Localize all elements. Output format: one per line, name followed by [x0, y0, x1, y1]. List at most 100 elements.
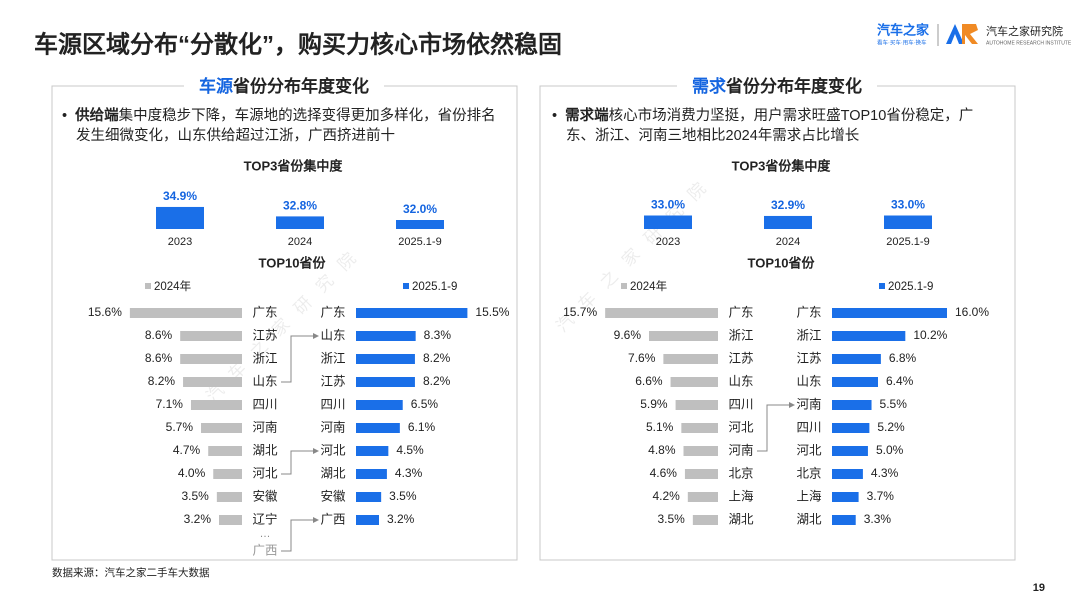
bar	[832, 469, 863, 479]
category-label: 山东	[252, 374, 277, 388]
category-label: 广东	[796, 305, 821, 319]
value-label: 15.5%	[475, 305, 509, 319]
bar	[681, 423, 718, 433]
value-label: 10.2%	[913, 328, 947, 342]
value-label: 34.9%	[163, 189, 197, 203]
category-label: 河北	[796, 443, 822, 457]
bullet: • 供给端集中度稳步下降，车源地的选择变得更加多样化，省份排名发生细微变化，山东…	[62, 108, 496, 144]
category-label: 江苏	[796, 350, 821, 365]
category-label: 四川	[252, 397, 277, 411]
category-label: 安徽	[320, 488, 346, 503]
bar	[156, 206, 204, 229]
value-label: 9.6%	[614, 328, 642, 342]
value-label: 16.0%	[955, 305, 989, 319]
category-label: 浙江	[796, 327, 821, 342]
value-label: 6.5%	[411, 397, 439, 411]
bar	[832, 308, 947, 318]
bullet-bold: 供给端	[75, 108, 119, 124]
category-label: 浙江	[252, 350, 277, 365]
bar	[675, 400, 718, 410]
category-label: 湖北	[728, 511, 754, 526]
bar	[692, 515, 718, 525]
arrow-head	[313, 333, 319, 339]
category-label: 江苏	[252, 327, 277, 342]
category-label: 广东	[728, 305, 753, 319]
value-label: 3.5%	[657, 512, 685, 526]
value-label: 6.1%	[408, 420, 436, 434]
value-label: 32.0%	[403, 202, 437, 216]
category-label: 广西	[320, 512, 345, 526]
category-label: 安徽	[252, 488, 278, 503]
panel-title-highlight: 车源	[199, 76, 233, 96]
bar	[663, 354, 718, 364]
value-label: 7.1%	[156, 397, 184, 411]
page-number: 19	[1033, 582, 1045, 594]
bar	[180, 354, 242, 364]
category-label: 河北	[252, 466, 278, 480]
bar	[213, 469, 242, 479]
bar	[396, 220, 444, 229]
value-label: 8.3%	[424, 328, 452, 342]
value-label: 3.5%	[389, 489, 417, 503]
category-label: 2025.1-9	[886, 236, 929, 248]
bar	[832, 377, 878, 387]
bar	[832, 354, 881, 364]
category-label: 湖北	[252, 442, 278, 457]
category-label: 2025.1-9	[398, 236, 441, 248]
legend-swatch	[621, 283, 627, 289]
value-label: 6.6%	[635, 374, 663, 388]
panel-title-bg	[184, 78, 384, 98]
bar	[832, 492, 859, 502]
bar	[832, 400, 872, 410]
ellipsis: …	[260, 528, 271, 540]
category-label: 北京	[796, 466, 821, 480]
category-label: 浙江	[728, 327, 753, 342]
bar	[356, 308, 468, 318]
category-label: 浙江	[320, 350, 345, 365]
bar	[683, 446, 718, 456]
value-label: 8.6%	[145, 351, 173, 365]
bar	[832, 446, 868, 456]
bar	[208, 446, 242, 456]
institute: 汽车之家研究院	[986, 24, 1063, 38]
panel-title-bg	[677, 78, 877, 98]
value-label: 3.2%	[387, 512, 415, 526]
bar	[832, 515, 856, 525]
category-label: 河南	[320, 419, 345, 434]
category-label: 广东	[252, 305, 277, 319]
category-label: 湖北	[320, 465, 346, 480]
bar	[129, 308, 242, 318]
bar	[605, 308, 718, 318]
bullet-bold: 需求端	[565, 108, 609, 124]
category-label: 四川	[796, 420, 821, 434]
panel-frame	[539, 85, 1016, 561]
value-label: 8.2%	[423, 374, 451, 388]
bar	[764, 215, 812, 229]
bar	[219, 515, 242, 525]
bullet-text: • 需求端核心市场消费力坚挺，用户需求旺盛TOP10省份稳定，广东、浙江、河南三…	[552, 108, 974, 144]
value-label: 3.2%	[184, 512, 212, 526]
rank-arrow	[281, 519, 314, 552]
value-label: 5.0%	[876, 443, 904, 457]
bar	[356, 469, 387, 479]
bar	[356, 331, 416, 341]
chart-title: TOP3省份集中度	[244, 158, 344, 173]
legend-label: 2024年	[154, 279, 191, 293]
extra-category: 广西	[252, 543, 277, 557]
value-label: 5.7%	[166, 420, 194, 434]
category-label: 上海	[728, 488, 754, 503]
value-label: 7.6%	[628, 351, 656, 365]
slide-title: 车源区域分布“分散化”，购买力核心市场依然稳固	[34, 30, 562, 58]
category-label: 广东	[320, 305, 345, 319]
bar	[356, 492, 382, 502]
bar	[649, 331, 718, 341]
legend-label: 2024年	[630, 279, 667, 293]
value-label: 4.0%	[178, 466, 206, 480]
value-label: 5.9%	[640, 397, 668, 411]
legend-label: 2025.1-9	[888, 281, 933, 293]
bar	[216, 492, 242, 502]
arrow-head	[313, 448, 319, 454]
value-label: 5.2%	[877, 420, 905, 434]
value-label: 32.8%	[283, 199, 317, 213]
